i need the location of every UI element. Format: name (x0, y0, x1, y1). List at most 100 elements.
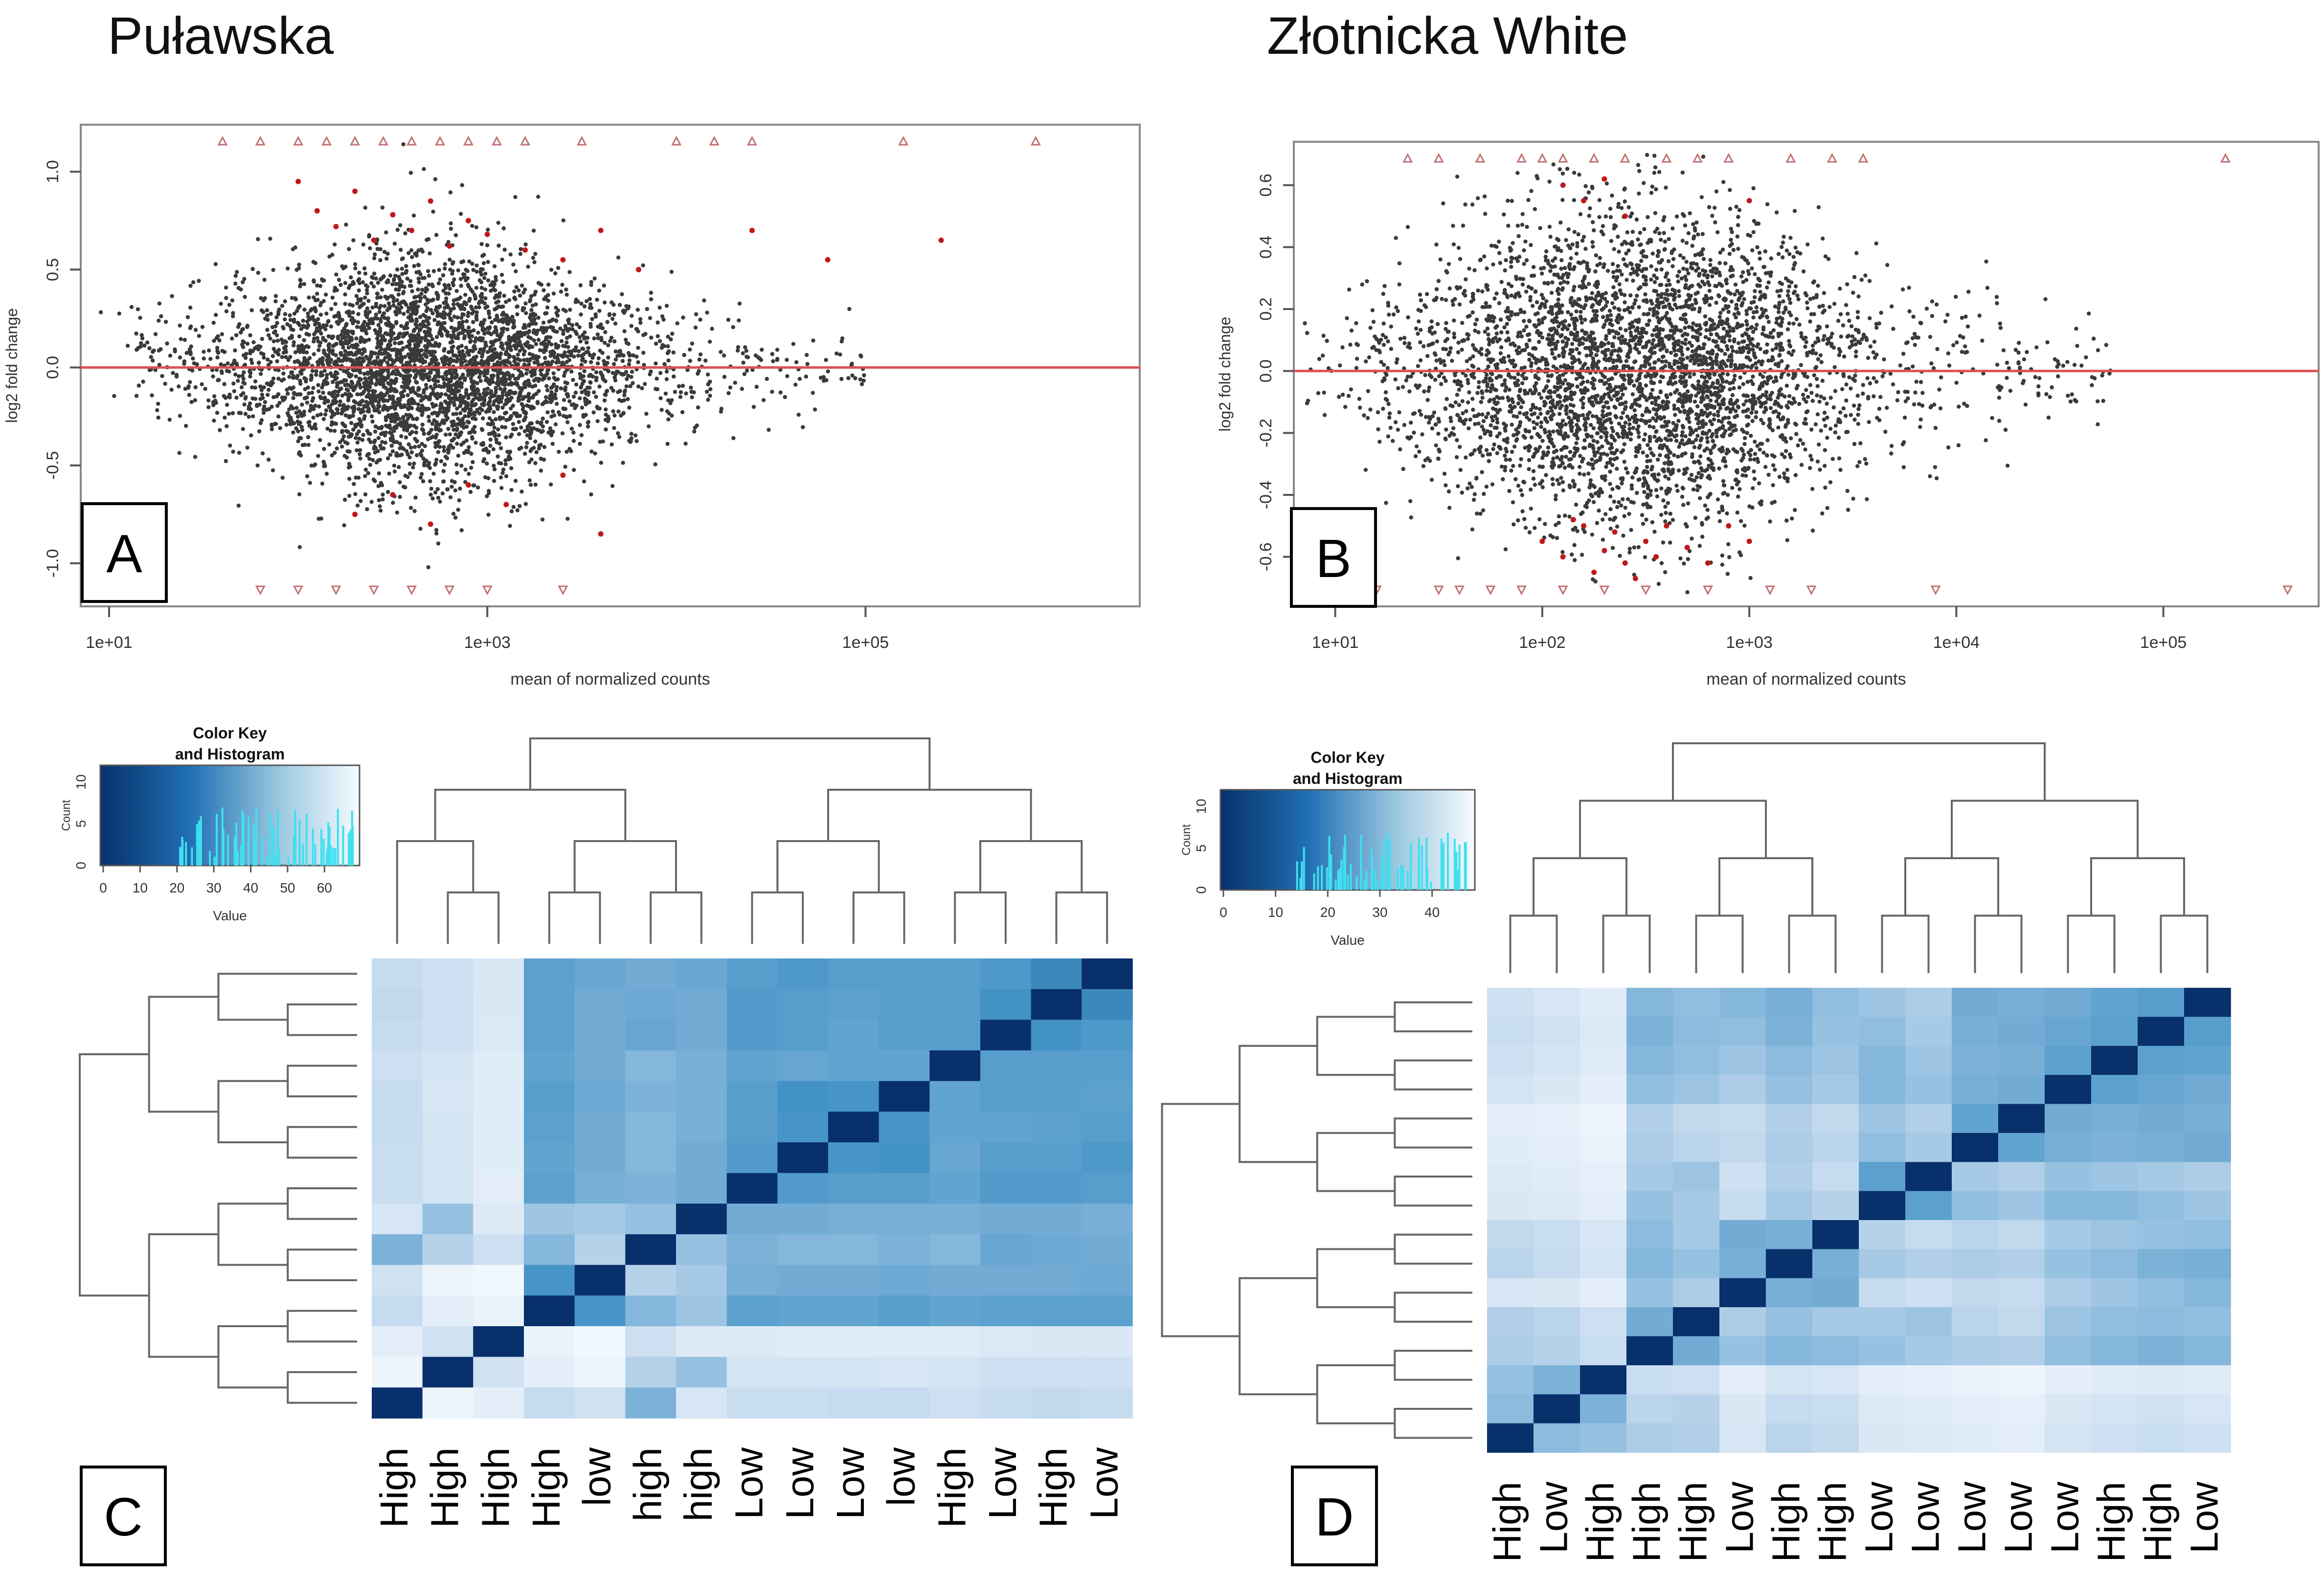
data-point (392, 464, 397, 468)
data-point (531, 256, 536, 260)
data-point (496, 319, 501, 323)
data-point (612, 426, 616, 430)
data-point (361, 391, 365, 396)
data-point (1726, 542, 1731, 547)
data-point (353, 492, 358, 496)
data-point (488, 437, 493, 442)
data-point (696, 371, 700, 376)
data-point (496, 394, 501, 399)
data-point (249, 357, 253, 362)
data-point (413, 251, 417, 256)
data-point (361, 280, 365, 285)
data-point (1407, 389, 1412, 394)
data-point (147, 346, 152, 351)
data-point (480, 428, 485, 432)
data-point (441, 273, 446, 278)
data-point (327, 404, 331, 409)
data-point (618, 389, 622, 393)
data-point (556, 344, 561, 348)
data-point (391, 324, 395, 329)
data-point (1751, 186, 1756, 191)
data-point (399, 434, 404, 439)
data-point (621, 411, 626, 415)
data-point (435, 411, 440, 416)
data-point (436, 450, 441, 454)
data-point (452, 480, 457, 485)
data-point (697, 357, 701, 362)
data-point (271, 339, 276, 344)
data-point (630, 313, 634, 318)
data-point (366, 372, 370, 376)
data-point (361, 409, 365, 414)
data-point (1885, 405, 1889, 410)
data-point (443, 462, 447, 467)
data-point (398, 480, 402, 485)
data-point (566, 317, 571, 322)
data-point (298, 453, 303, 458)
data-point (242, 370, 246, 375)
data-point (668, 401, 673, 405)
data-point (355, 325, 360, 329)
data-point (794, 360, 799, 364)
data-point (312, 463, 316, 468)
data-point (355, 448, 359, 453)
data-point (461, 272, 466, 276)
data-point (449, 376, 454, 381)
data-point (391, 278, 396, 283)
data-point (629, 375, 633, 379)
data-point (1716, 413, 1720, 418)
data-point (429, 392, 433, 397)
data-point (418, 315, 423, 319)
data-point (397, 465, 401, 469)
data-point (227, 392, 232, 397)
data-point (482, 276, 487, 280)
data-point (1577, 351, 1581, 356)
data-point (571, 402, 576, 407)
significant-point (598, 531, 604, 537)
data-point (322, 446, 326, 451)
data-point (436, 541, 441, 546)
data-point (479, 242, 484, 246)
data-point (519, 342, 523, 347)
data-point (356, 312, 361, 316)
data-point (333, 396, 337, 401)
data-point (418, 322, 423, 327)
data-point (404, 270, 408, 275)
data-point (314, 373, 318, 377)
data-point (292, 311, 297, 316)
data-point (1770, 348, 1775, 352)
data-point (641, 351, 646, 355)
data-point (125, 343, 130, 348)
data-point (418, 299, 422, 303)
data-point (454, 462, 459, 467)
data-point (451, 269, 455, 273)
data-point (549, 390, 554, 395)
data-point (706, 398, 710, 402)
data-point (406, 424, 411, 429)
data-point (230, 411, 235, 416)
data-point (385, 308, 390, 312)
data-point (456, 417, 460, 421)
data-point (271, 267, 275, 272)
data-point (343, 302, 347, 306)
data-point (388, 389, 393, 393)
data-point (588, 380, 593, 385)
data-point (506, 372, 511, 376)
data-point (559, 289, 564, 294)
data-point (482, 397, 487, 401)
data-point (731, 325, 735, 330)
data-point (451, 512, 456, 516)
data-point (275, 403, 280, 408)
data-point (504, 350, 509, 354)
data-point (549, 318, 554, 323)
data-point (441, 326, 446, 331)
data-point (401, 291, 406, 296)
data-point (571, 430, 576, 435)
data-point (335, 381, 339, 385)
data-point (435, 487, 440, 491)
data-point (135, 307, 140, 311)
data-point (424, 383, 429, 387)
data-point (615, 354, 620, 358)
data-point (241, 339, 245, 344)
data-point (228, 444, 232, 448)
